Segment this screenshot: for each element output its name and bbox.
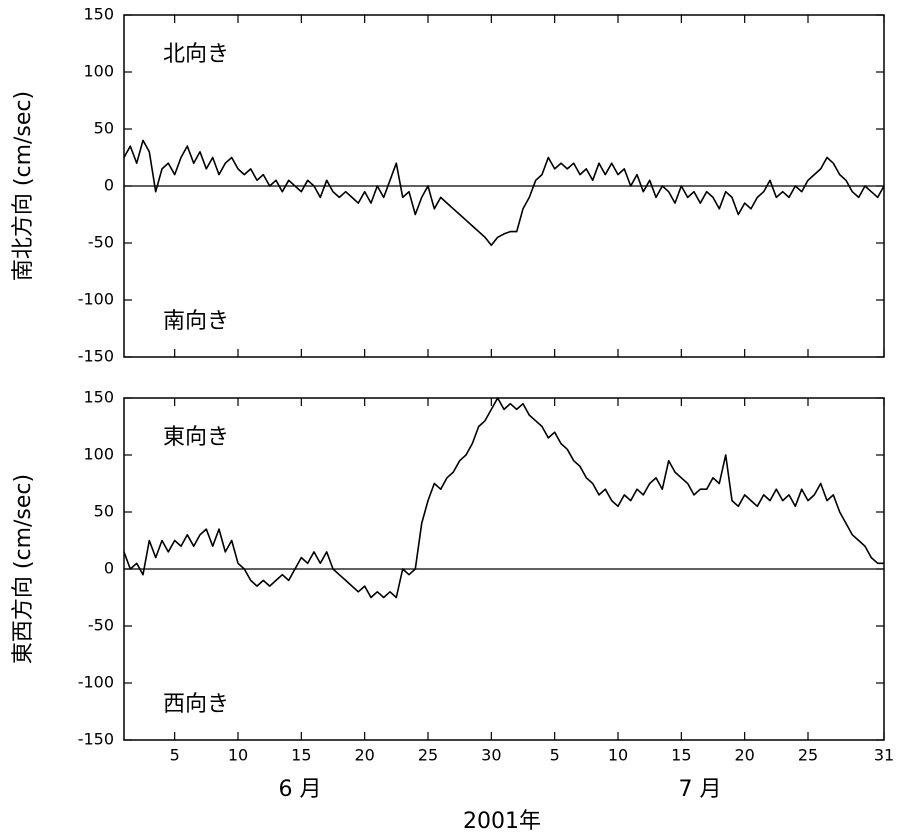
y-tick-label: 0 [104,176,114,195]
annotation: 西向き [163,692,229,717]
annotation: 東向き [163,425,229,450]
y-tick-label: -100 [78,290,114,309]
x-tick-label: 10 [228,746,248,765]
x-tick-label: 20 [354,746,374,765]
y-tick-label: -150 [78,730,114,749]
y-tick-label: 100 [83,62,114,81]
month-label: 7 月 [679,777,722,802]
data-line [123,397,884,599]
y-tick-label: 150 [83,388,114,407]
y-tick-label: -50 [88,616,114,635]
y-tick-label: 150 [83,5,114,24]
x-tick-label: 20 [734,746,754,765]
y-axis-title: 南北方向 (cm/sec) [11,91,36,281]
annotation: 南向き [163,309,229,334]
x-axis-title: 2001年 [463,809,541,834]
x-tick-label: 15 [291,746,311,765]
x-tick-label: 25 [418,746,438,765]
x-tick-label: 5 [550,746,560,765]
y-tick-label: 0 [104,559,114,578]
annotation: 北向き [163,42,229,67]
y-tick-label: -100 [78,673,114,692]
month-label: 6 月 [279,777,322,802]
x-tick-label: 30 [481,746,501,765]
x-tick-label: 15 [671,746,691,765]
x-tick-label: 31 [874,746,894,765]
x-tick-label: 10 [608,746,628,765]
y-tick-label: 50 [94,119,114,138]
y-tick-label: 50 [94,502,114,521]
y-tick-label: -150 [78,347,114,366]
x-tick-label: 25 [798,746,818,765]
x-tick-label: 5 [170,746,180,765]
y-axis-title: 東西方向 (cm/sec) [11,474,36,664]
y-tick-label: 100 [83,445,114,464]
data-line [123,139,885,247]
y-tick-label: -50 [88,233,114,252]
